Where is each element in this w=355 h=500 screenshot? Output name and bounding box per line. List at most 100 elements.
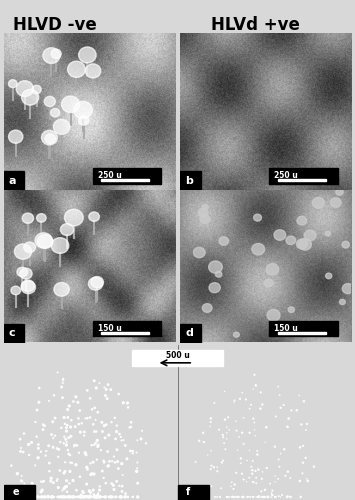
Point bbox=[81, 493, 87, 500]
Circle shape bbox=[336, 188, 343, 195]
Point bbox=[112, 414, 118, 422]
Point bbox=[128, 418, 134, 426]
Point bbox=[91, 493, 96, 500]
Point bbox=[89, 470, 95, 478]
Text: a: a bbox=[9, 176, 16, 186]
Point bbox=[70, 476, 76, 484]
Point bbox=[229, 493, 234, 500]
Point bbox=[237, 395, 243, 403]
Point bbox=[109, 493, 114, 500]
Point bbox=[75, 398, 81, 406]
Point bbox=[26, 451, 32, 459]
Point bbox=[76, 420, 82, 428]
Point bbox=[294, 406, 300, 414]
Bar bbox=[101, 179, 149, 182]
Point bbox=[200, 429, 206, 437]
Circle shape bbox=[202, 204, 208, 210]
Text: b: b bbox=[185, 176, 193, 186]
Point bbox=[109, 480, 114, 488]
Circle shape bbox=[15, 244, 32, 259]
Point bbox=[244, 478, 250, 486]
Point bbox=[77, 493, 82, 500]
Point bbox=[297, 444, 303, 452]
Point bbox=[58, 493, 64, 500]
Point bbox=[214, 493, 220, 500]
Point bbox=[233, 418, 239, 426]
Point bbox=[281, 401, 286, 409]
Bar bbox=[4, 484, 35, 500]
Point bbox=[119, 436, 124, 444]
Text: 150 u: 150 u bbox=[98, 324, 121, 334]
Point bbox=[253, 474, 259, 482]
Text: f: f bbox=[186, 487, 190, 497]
Circle shape bbox=[202, 304, 212, 312]
Point bbox=[238, 454, 244, 462]
Point bbox=[261, 493, 267, 500]
Point bbox=[121, 436, 126, 444]
Point bbox=[114, 478, 120, 486]
Point bbox=[33, 418, 38, 426]
Point bbox=[31, 493, 37, 500]
Point bbox=[220, 456, 226, 464]
Point bbox=[125, 404, 131, 411]
Point bbox=[28, 493, 34, 500]
Point bbox=[68, 423, 73, 431]
Point bbox=[59, 424, 64, 432]
Point bbox=[95, 493, 101, 500]
Circle shape bbox=[331, 198, 341, 207]
Point bbox=[45, 492, 51, 500]
Point bbox=[64, 427, 69, 435]
Point bbox=[134, 448, 140, 456]
Point bbox=[81, 488, 86, 496]
Point bbox=[56, 446, 61, 454]
Point bbox=[278, 493, 283, 500]
Point bbox=[62, 468, 68, 475]
Point bbox=[138, 435, 144, 443]
Point bbox=[264, 464, 269, 472]
Point bbox=[139, 427, 145, 435]
Point bbox=[82, 428, 87, 436]
Point bbox=[42, 493, 48, 500]
Point bbox=[98, 446, 104, 454]
Point bbox=[36, 493, 41, 500]
Circle shape bbox=[297, 216, 307, 225]
Point bbox=[34, 432, 39, 440]
Point bbox=[272, 478, 278, 486]
Point bbox=[71, 493, 77, 500]
Point bbox=[68, 493, 73, 500]
Point bbox=[262, 493, 268, 500]
Point bbox=[73, 393, 79, 401]
Text: HLVd +ve: HLVd +ve bbox=[211, 16, 300, 34]
Point bbox=[74, 442, 80, 450]
Circle shape bbox=[20, 268, 32, 279]
Point bbox=[272, 472, 278, 480]
Point bbox=[72, 493, 77, 500]
Point bbox=[81, 493, 87, 500]
Point bbox=[102, 434, 108, 442]
Point bbox=[119, 460, 125, 468]
Point bbox=[65, 413, 71, 421]
Circle shape bbox=[299, 238, 311, 250]
Point bbox=[267, 480, 273, 488]
Circle shape bbox=[37, 234, 53, 248]
Point bbox=[260, 493, 266, 500]
Point bbox=[45, 493, 51, 500]
Point bbox=[64, 488, 70, 496]
Point bbox=[193, 458, 198, 466]
Circle shape bbox=[50, 108, 60, 117]
Point bbox=[276, 492, 282, 500]
Circle shape bbox=[193, 248, 205, 258]
Point bbox=[300, 470, 305, 478]
Point bbox=[50, 493, 56, 500]
Point bbox=[19, 472, 24, 480]
Point bbox=[207, 422, 213, 430]
Circle shape bbox=[266, 264, 279, 275]
Point bbox=[38, 493, 44, 500]
Point bbox=[55, 475, 60, 483]
Point bbox=[208, 418, 213, 426]
Point bbox=[84, 386, 90, 394]
Point bbox=[76, 414, 81, 422]
Point bbox=[55, 368, 60, 376]
Point bbox=[255, 450, 260, 458]
Circle shape bbox=[253, 214, 262, 221]
